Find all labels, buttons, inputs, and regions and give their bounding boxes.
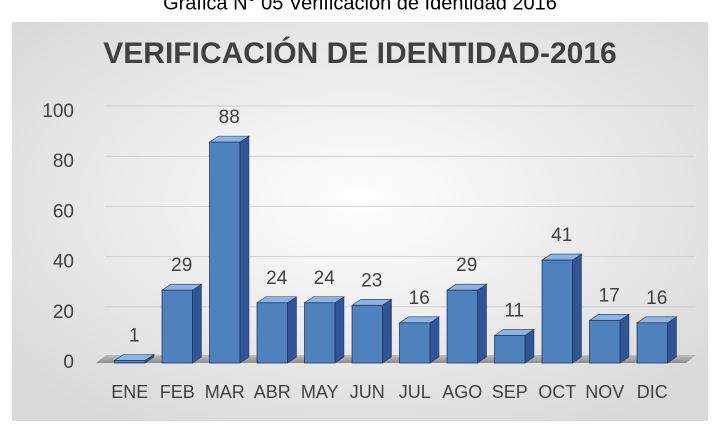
x-tick-label: JUL (399, 382, 431, 402)
x-tick-label: OCT (538, 382, 576, 402)
bar-front (304, 302, 336, 364)
bar (351, 298, 393, 364)
bar-side (287, 296, 297, 364)
bar-side (429, 316, 440, 364)
y-tick-label: 100 (42, 101, 74, 122)
x-tick-label: DIC (637, 382, 668, 402)
x-tick-label: NOV (585, 382, 624, 402)
value-label: 41 (551, 225, 572, 246)
bar-front (494, 334, 526, 364)
x-tick-label: AGO (442, 382, 482, 402)
bar-side (477, 283, 487, 364)
y-tick-label: 80 (53, 151, 74, 172)
bar (636, 316, 678, 364)
value-label: 17 (599, 285, 620, 306)
bar-front (589, 319, 621, 364)
bar (588, 313, 630, 364)
x-tick-label: JUN (350, 382, 385, 402)
bar-side (572, 253, 582, 364)
y-tick-label: 40 (53, 252, 74, 273)
bar (113, 353, 155, 364)
x-tick-label: MAR (205, 382, 245, 402)
x-tick-label: SEP (492, 382, 528, 402)
bar (541, 253, 583, 364)
x-tick-label: FEB (160, 382, 195, 402)
value-label: 1 (129, 326, 140, 347)
bar (256, 296, 298, 364)
bar (493, 328, 535, 364)
bar-side (239, 135, 250, 364)
value-label: 24 (314, 268, 336, 289)
y-tick-label: 0 (63, 352, 74, 373)
bar-side (334, 296, 345, 364)
value-label: 88 (219, 107, 240, 128)
bar-side (382, 298, 392, 364)
chart-title: VERIFICACIÓN DE IDENTIDAD-2016 (103, 36, 616, 70)
bar (303, 296, 345, 364)
y-tick-label: 60 (53, 201, 74, 222)
value-label: 29 (171, 255, 192, 276)
bar (208, 135, 250, 364)
value-label: 16 (646, 288, 667, 309)
bar-front (114, 360, 146, 364)
bar-front (351, 304, 383, 364)
x-tick-label: ENE (111, 382, 148, 402)
x-tick-label: ABR (254, 382, 291, 402)
y-tick-label: 20 (53, 302, 74, 323)
bar-front (446, 289, 478, 364)
bar-front (209, 141, 241, 364)
bar-front (636, 322, 668, 364)
bar-front (256, 302, 288, 364)
bar (446, 283, 488, 364)
bar-front (541, 259, 573, 364)
bar (398, 316, 440, 364)
caption: Gráfica N° 05 Verificación de Identidad … (163, 0, 557, 14)
x-tick-label: MAY (301, 382, 339, 402)
bar-front (161, 289, 193, 364)
value-label: 24 (266, 268, 288, 289)
bar (161, 283, 203, 364)
bar-side (667, 316, 677, 364)
value-label: 16 (409, 288, 430, 309)
bar-side (192, 283, 202, 364)
bar-side (619, 313, 630, 364)
value-label: 23 (361, 270, 382, 291)
value-label: 11 (504, 300, 524, 321)
bar-front (399, 322, 431, 364)
value-label: 29 (456, 255, 477, 276)
